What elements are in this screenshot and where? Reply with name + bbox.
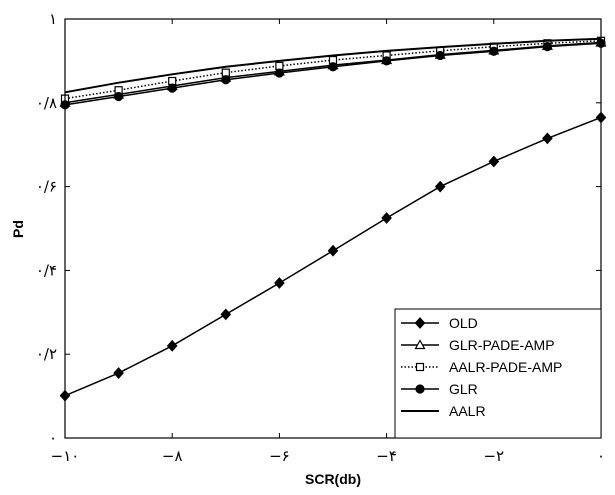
- x-tick-label: −۸: [162, 447, 183, 465]
- legend-label: GLR: [449, 381, 478, 397]
- legend: OLD GLR-PADE-AMP AALR-PADE-AMP GLR AALR: [394, 308, 602, 439]
- y-tick-label: ۰/۶: [36, 178, 57, 196]
- series-line-glr: [64, 42, 602, 106]
- data-point-old: [166, 339, 178, 352]
- data-point-aalr-pade-amp: [221, 68, 230, 77]
- y-tick-label: ۰/۴: [36, 261, 57, 279]
- y-tick-label: ۰/۲: [36, 345, 57, 363]
- x-tick-label: ۰: [597, 447, 605, 465]
- data-point-old: [381, 212, 392, 224]
- legend-label: AALR-PADE-AMP: [449, 359, 562, 375]
- legend-label: GLR-PADE-AMP: [449, 337, 555, 353]
- series-aalr: [64, 37, 602, 94]
- series-line-glr-pade-amp: [64, 41, 602, 104]
- data-point-old: [542, 132, 553, 145]
- data-point-glr: [382, 56, 392, 66]
- data-point-glr: [274, 68, 284, 78]
- series-old: [59, 111, 607, 402]
- series-glr: [60, 38, 606, 110]
- data-point-old: [113, 367, 124, 379]
- legend-marker-glr-pade-amp: [414, 339, 426, 350]
- legend-marker-aalr-pade-amp: [415, 362, 425, 372]
- data-point-old: [488, 155, 500, 168]
- data-point-glr: [167, 83, 177, 93]
- legend-marker-glr: [415, 384, 425, 394]
- data-point-old: [327, 244, 339, 257]
- data-point-glr: [542, 42, 553, 52]
- y-tick-label: ۰/۸: [36, 94, 57, 112]
- data-point-glr: [113, 91, 124, 102]
- x-tick-label: −۲: [483, 447, 504, 465]
- plot-area-frame: [64, 18, 602, 439]
- legend-label: OLD: [449, 315, 478, 331]
- data-point-glr: [489, 46, 499, 56]
- data-point-old: [434, 180, 446, 193]
- legend-item-aalr-pade-amp: AALR-PADE-AMP: [401, 359, 562, 375]
- data-point-glr: [328, 62, 338, 72]
- y-axis: ۰ ۰/۲ ۰/۴ ۰/۶ ۰/۸ ۱: [36, 10, 601, 447]
- x-tick-label: −۴: [376, 447, 397, 465]
- y-axis-title: Pd: [10, 220, 26, 238]
- data-point-aalr-pade-amp: [168, 76, 177, 86]
- legend-item-glr-pade-amp: GLR-PADE-AMP: [401, 337, 555, 353]
- data-point-aalr-pade-amp: [275, 61, 284, 71]
- data-point-glr: [435, 50, 445, 61]
- y-tick-label: ۰: [49, 429, 57, 447]
- x-tick-label: −۶: [269, 447, 290, 465]
- legend-marker-old: [414, 317, 426, 329]
- y-tick-label: ۱: [49, 10, 57, 28]
- x-axis-title: SCR(db): [305, 471, 361, 487]
- legend-box: [394, 308, 602, 439]
- data-point-old: [274, 277, 285, 289]
- legend-item-old: OLD: [401, 315, 478, 331]
- plot-layer: [59, 36, 607, 402]
- legend-label: AALR: [449, 403, 486, 419]
- series-line-aalr: [64, 37, 602, 94]
- legend-item-aalr: AALR: [401, 403, 486, 419]
- x-tick-label: −۱۰: [51, 447, 80, 465]
- data-point-old: [220, 308, 232, 321]
- legend-item-glr: GLR: [401, 381, 478, 397]
- data-point-glr: [221, 75, 231, 85]
